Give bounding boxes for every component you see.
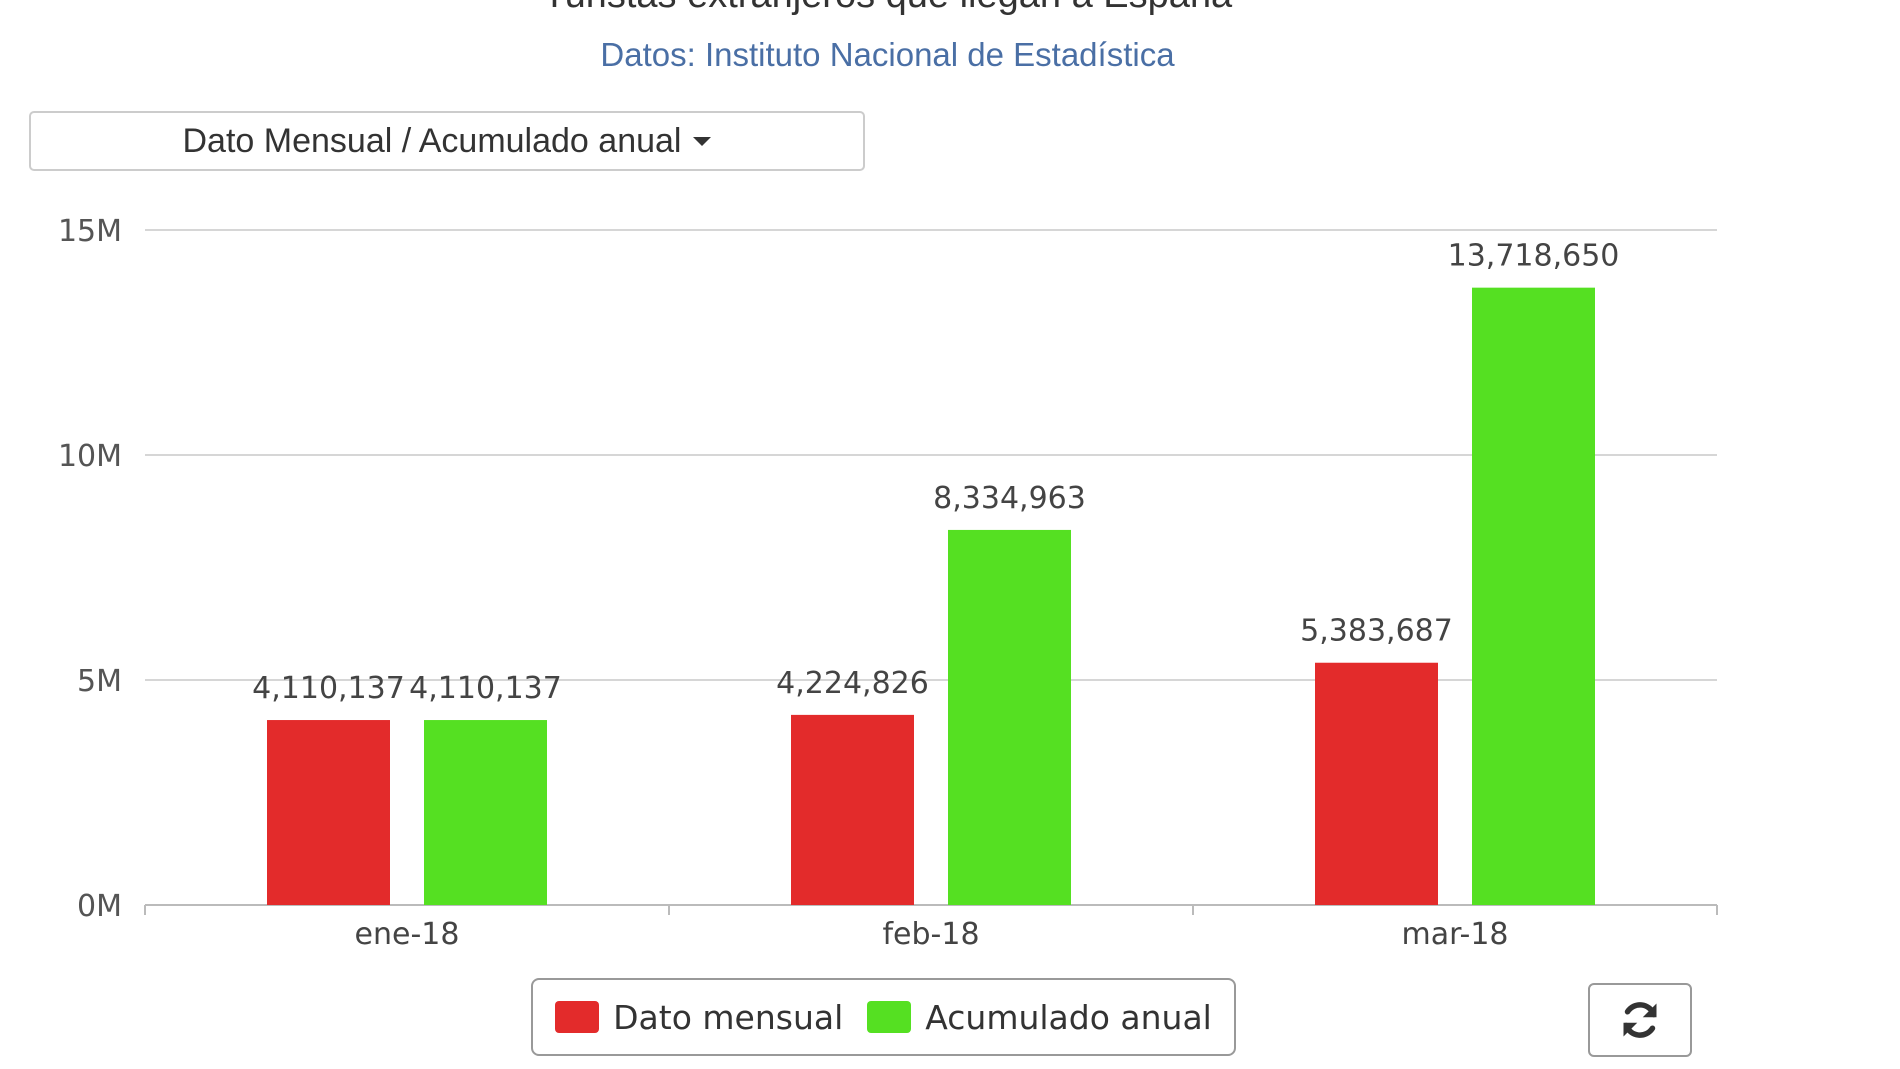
data-label: 8,334,963 bbox=[933, 481, 1086, 516]
view-mode-dropdown[interactable]: Dato Mensual / Acumulado anual bbox=[29, 111, 865, 171]
refresh-button[interactable] bbox=[1588, 983, 1692, 1057]
data-label: 4,224,826 bbox=[776, 666, 929, 701]
y-tick-label: 15M bbox=[58, 214, 122, 249]
bar bbox=[791, 714, 914, 905]
legend-item-dato-mensual[interactable]: Dato mensual bbox=[555, 998, 843, 1037]
bar bbox=[1315, 662, 1438, 905]
data-label: 4,110,137 bbox=[252, 671, 405, 706]
legend-item-acumulado-anual[interactable]: Acumulado anual bbox=[867, 998, 1212, 1037]
legend-swatch bbox=[867, 1001, 912, 1033]
chart-title: Turistas extranjeros que llegan a España bbox=[0, 0, 1775, 17]
bar bbox=[948, 529, 1071, 905]
y-tick-label: 10M bbox=[58, 439, 122, 474]
bar bbox=[1472, 287, 1595, 905]
x-tick-label: mar-18 bbox=[1401, 917, 1508, 952]
data-label: 13,718,650 bbox=[1448, 239, 1620, 274]
data-label: 4,110,137 bbox=[409, 671, 562, 706]
bar bbox=[424, 720, 547, 905]
legend-label: Dato mensual bbox=[613, 997, 844, 1037]
x-tick-label: ene-18 bbox=[355, 917, 460, 952]
legend-label: Acumulado anual bbox=[925, 997, 1212, 1037]
bar-chart: 0M 5M 10M 15M 4,110,137 4,110,137 ene-18 4,224,… bbox=[58, 214, 1718, 952]
y-tick-label: 0M bbox=[77, 889, 122, 924]
chart-subtitle: Datos: Instituto Nacional de Estadística bbox=[600, 36, 1175, 73]
legend-swatch bbox=[555, 1001, 600, 1033]
dropdown-label: Dato Mensual / Acumulado anual bbox=[182, 121, 682, 160]
legend: Dato mensual Acumulado anual bbox=[531, 978, 1236, 1056]
bar bbox=[267, 720, 390, 905]
caret-down-icon bbox=[693, 136, 712, 146]
x-tick-label: feb-18 bbox=[882, 917, 979, 952]
data-label: 5,383,687 bbox=[1300, 614, 1453, 649]
y-tick-label: 5M bbox=[77, 664, 122, 699]
refresh-icon bbox=[1623, 1002, 1657, 1038]
